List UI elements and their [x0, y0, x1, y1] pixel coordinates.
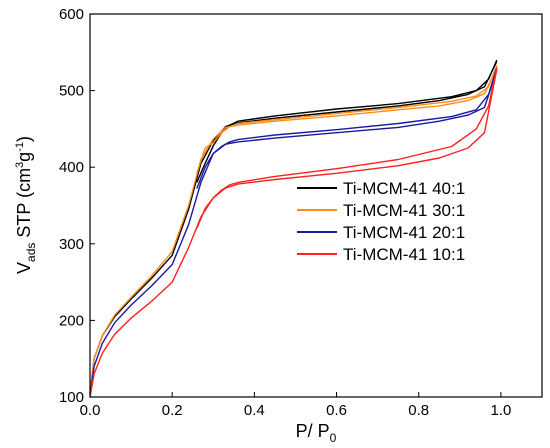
y-axis-title-end: ): [14, 136, 34, 142]
y-axis-title-main: V: [14, 262, 34, 274]
y-tick-label: 400: [59, 159, 84, 176]
y-tick-label: 500: [59, 83, 84, 100]
y-tick-label: 600: [59, 6, 84, 23]
x-tick-label: 1.0: [490, 402, 511, 419]
x-axis: 0.0 0.2 0.4 0.6 0.8 1.0: [80, 392, 511, 419]
legend-label: Ti-MCM-41 20:1: [343, 223, 465, 242]
x-tick-label: 0.2: [162, 402, 183, 419]
y-axis-title: Vads STP (cm3g-1): [14, 136, 38, 274]
x-tick-label: 0.6: [326, 402, 347, 419]
y-axis-title-rest: STP (cm: [14, 168, 34, 243]
legend-label: Ti-MCM-41 40:1: [343, 179, 465, 198]
x-tick-label: 0.4: [244, 402, 265, 419]
x-axis-title: P/ P0: [296, 421, 337, 445]
series-0-desorption-line: [196, 59, 498, 183]
series-3-desorption-line: [196, 67, 498, 229]
x-axis-title-sub: 0: [330, 431, 337, 445]
y-tick-label: 200: [59, 312, 84, 329]
x-tick-label: 0.8: [408, 402, 429, 419]
series-1-desorption-line: [196, 65, 498, 174]
legend-label: Ti-MCM-41 30:1: [343, 201, 465, 220]
y-tick-label: 300: [59, 236, 84, 253]
plot-frame: [89, 13, 543, 398]
legend: Ti-MCM-41 40:1 Ti-MCM-41 30:1 Ti-MCM-41 20…: [297, 179, 465, 264]
series-2-desorption-line: [196, 67, 498, 189]
series-0-adsorption-line: [89, 61, 498, 394]
y-axis-title-sup2: -1: [14, 142, 26, 152]
legend-label: Ti-MCM-41 10:1: [343, 245, 465, 264]
y-axis-title-sub: ads: [24, 243, 38, 262]
y-tick-label: 100: [59, 389, 84, 406]
series-lines: [89, 59, 498, 398]
x-axis-title-main: P/ P: [296, 421, 330, 441]
y-axis: 100 200 300 400 500 600: [59, 6, 95, 406]
y-axis-title-sup1: 3: [14, 162, 26, 168]
y-axis-title-mid: g: [14, 152, 34, 162]
series-1-adsorption-line: [89, 67, 498, 394]
x-tick-label: 0.0: [80, 402, 101, 419]
